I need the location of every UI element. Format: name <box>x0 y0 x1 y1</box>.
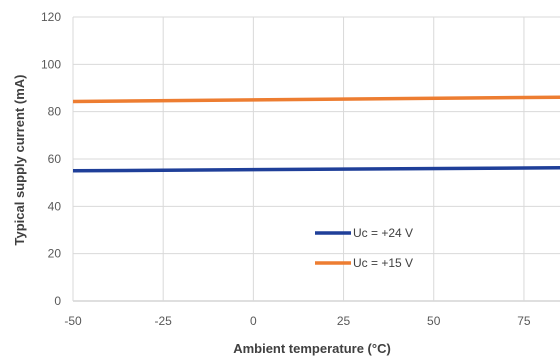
legend: Uc = +24 V Uc = +15 V <box>315 226 413 270</box>
x-tick-label: -25 <box>155 314 173 328</box>
y-tick-label: 80 <box>48 105 62 119</box>
y-tick-label: 20 <box>48 247 62 261</box>
x-tick-label: 25 <box>337 314 351 328</box>
x-tick-label: 0 <box>250 314 257 328</box>
x-tick-labels: -50 -25 0 25 50 75 <box>64 314 531 328</box>
y-axis-title: Typical supply current (mA) <box>12 75 27 246</box>
y-tick-label: 40 <box>48 199 62 213</box>
legend-label-2: Uc = +15 V <box>353 256 413 270</box>
x-tick-label: 75 <box>517 314 531 328</box>
legend-label-1: Uc = +24 V <box>353 226 413 240</box>
y-tick-label: 60 <box>48 152 62 166</box>
y-tick-labels: 0 20 40 60 80 100 120 <box>41 10 61 308</box>
y-tick-label: 0 <box>54 294 61 308</box>
y-tick-label: 120 <box>41 10 61 24</box>
x-tick-label: -50 <box>64 314 82 328</box>
grid <box>72 16 560 302</box>
series-line-1 <box>72 166 560 173</box>
series-lines <box>72 95 560 173</box>
x-tick-label: 50 <box>427 314 441 328</box>
y-tick-label: 100 <box>41 57 61 71</box>
series-line-2 <box>72 95 560 104</box>
x-axis-title: Ambient temperature (°C) <box>233 341 391 356</box>
